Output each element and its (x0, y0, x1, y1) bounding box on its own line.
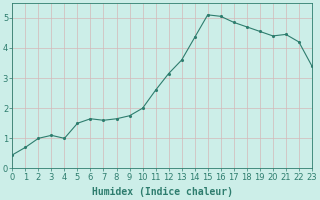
X-axis label: Humidex (Indice chaleur): Humidex (Indice chaleur) (92, 187, 233, 197)
